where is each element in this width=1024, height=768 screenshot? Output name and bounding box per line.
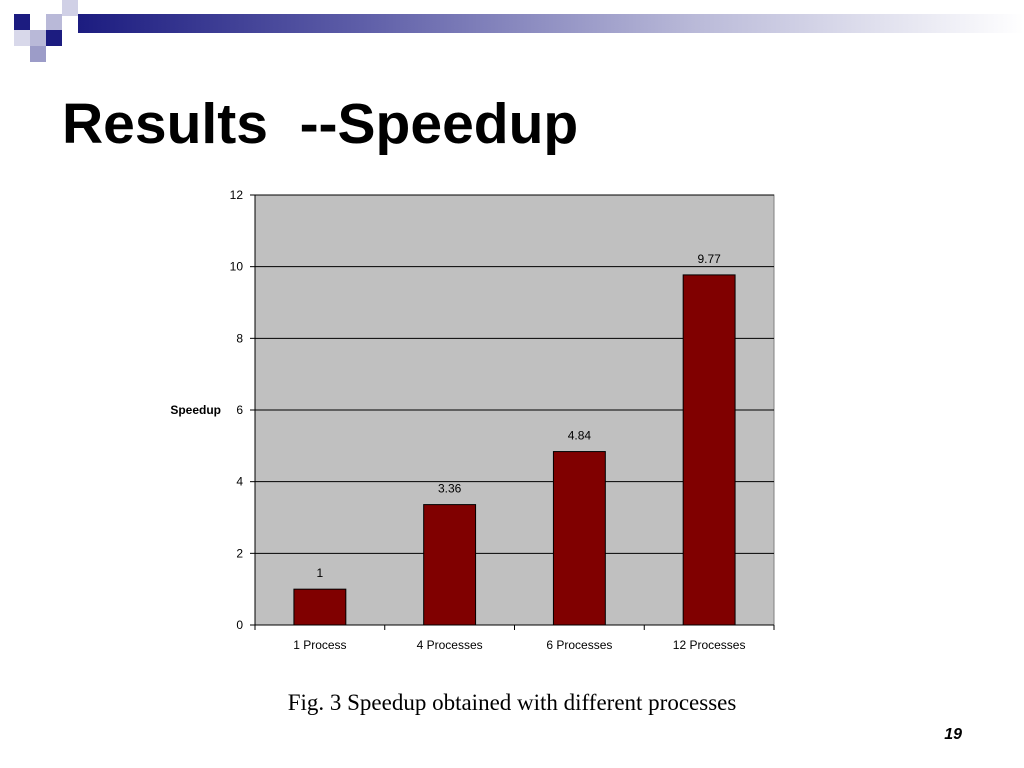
page-number: 19 [944, 726, 962, 743]
decoration-square [30, 46, 46, 62]
decoration-square [14, 30, 30, 46]
header-gradient-bar [78, 14, 1024, 33]
bar-2 [423, 504, 477, 626]
bar-4 [682, 274, 736, 626]
y-tick-label: 8 [236, 331, 243, 345]
speedup-bar-chart: 0 2 4 6 8 10 12 Speedup 1 Process 1 4 Processes 3.3… [170, 188, 775, 652]
header-decoration [0, 0, 1024, 62]
decoration-square [62, 14, 78, 30]
y-axis-label: Speedup [170, 403, 221, 417]
decoration-square [46, 14, 62, 30]
figure-caption: Fig. 3 Speedup obtained with different p… [287, 690, 737, 715]
y-tick-label: 2 [236, 546, 243, 560]
y-tick-label: 4 [236, 475, 243, 489]
decoration-square [14, 14, 30, 30]
y-tick-label: 10 [230, 260, 244, 274]
data-label: 1 [317, 566, 324, 580]
x-tick-label: 6 Processes [546, 638, 612, 652]
data-label: 4.84 [568, 429, 592, 443]
x-tick-label: 12 Processes [673, 638, 746, 652]
x-tick-label: 4 Processes [417, 638, 483, 652]
slide-title: Results --Speedup [62, 92, 579, 156]
y-tick-label: 6 [236, 403, 243, 417]
data-label: 3.36 [438, 482, 462, 496]
decoration-square [46, 30, 62, 46]
figure-caption-row: Fig. 3 Speedup obtained with different p… [0, 690, 1024, 716]
y-tick-label: 12 [230, 188, 244, 202]
x-tick-label: 1 Process [293, 638, 346, 652]
data-label: 9.77 [697, 252, 721, 266]
decoration-square [30, 14, 46, 30]
y-tick-label: 0 [236, 618, 243, 632]
bar-3 [552, 451, 606, 626]
bar-1 [293, 588, 347, 626]
decoration-square [30, 30, 46, 46]
decoration-square [62, 0, 78, 16]
